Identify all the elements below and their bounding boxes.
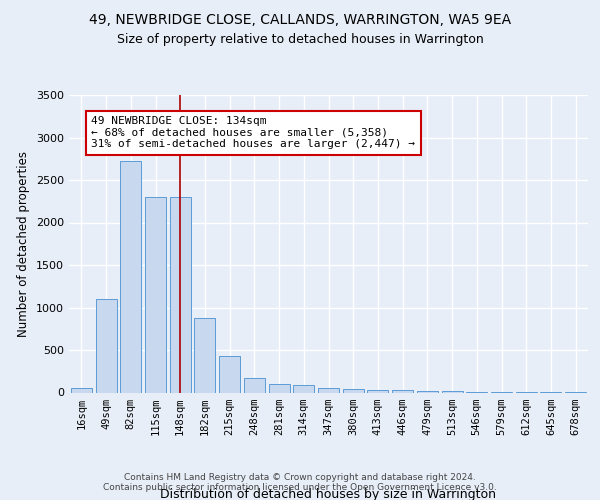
X-axis label: Distribution of detached houses by size in Warrington: Distribution of detached houses by size … — [161, 488, 497, 500]
Bar — [442, 391, 463, 392]
Bar — [120, 162, 141, 392]
Bar — [269, 384, 290, 392]
Bar — [244, 378, 265, 392]
Bar — [194, 318, 215, 392]
Text: 49, NEWBRIDGE CLOSE, CALLANDS, WARRINGTON, WA5 9EA: 49, NEWBRIDGE CLOSE, CALLANDS, WARRINGTO… — [89, 12, 511, 26]
Text: Size of property relative to detached houses in Warrington: Size of property relative to detached ho… — [116, 32, 484, 46]
Bar — [367, 390, 388, 392]
Bar — [145, 197, 166, 392]
Bar — [293, 385, 314, 392]
Bar — [417, 391, 438, 392]
Text: 49 NEWBRIDGE CLOSE: 134sqm
← 68% of detached houses are smaller (5,358)
31% of s: 49 NEWBRIDGE CLOSE: 134sqm ← 68% of deta… — [91, 116, 415, 150]
Text: Contains HM Land Registry data © Crown copyright and database right 2024.
Contai: Contains HM Land Registry data © Crown c… — [103, 473, 497, 492]
Bar — [71, 388, 92, 392]
Bar — [219, 356, 240, 393]
Bar — [318, 388, 339, 392]
Bar — [343, 389, 364, 392]
Bar — [392, 390, 413, 392]
Bar — [170, 197, 191, 392]
Bar — [95, 299, 116, 392]
Y-axis label: Number of detached properties: Number of detached properties — [17, 151, 31, 337]
